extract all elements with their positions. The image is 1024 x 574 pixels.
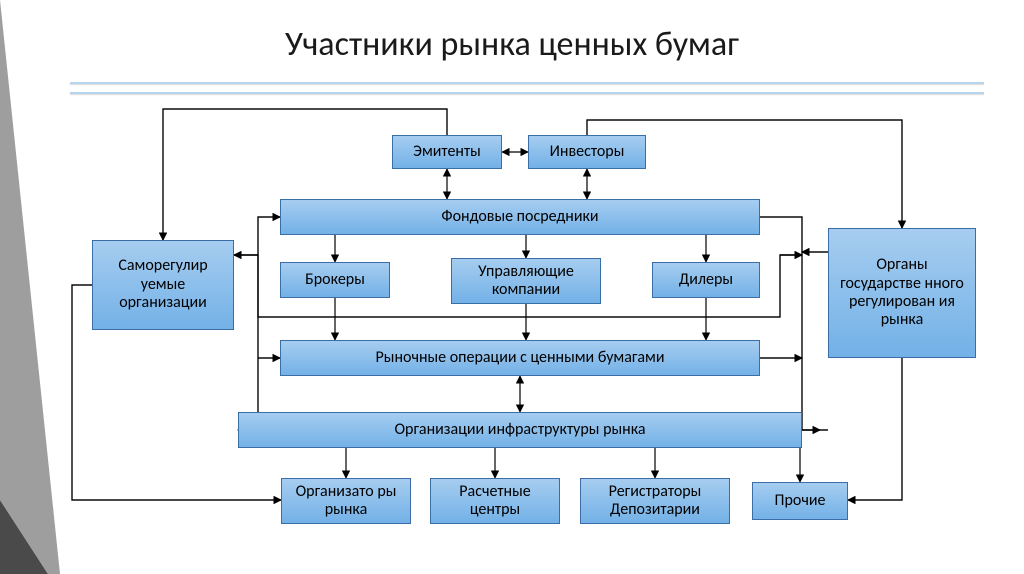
node-reg: Регистраторы Депозитарии (580, 478, 730, 524)
node-ops: Рыночные операции с ценными бумагами (280, 340, 760, 376)
node-deal: Дилеры (652, 262, 760, 298)
node-gov: Органы государстве нного регулирован ия … (828, 228, 976, 358)
node-inter: Фондовые посредники (280, 199, 760, 235)
node-emit: Эмитенты (392, 135, 502, 169)
node-org: Организато ры рынка (281, 478, 411, 524)
node-invest: Инвесторы (528, 135, 646, 169)
node-mgmt: Управляющие компании (451, 258, 601, 304)
node-other: Прочие (752, 482, 848, 520)
diagram-canvas: Эмитенты Инвесторы Фондовые посредники Само… (0, 0, 1024, 574)
node-infra: Организации инфраструктуры рынка (238, 412, 802, 448)
node-sro: Саморегулир уемые организации (92, 240, 234, 330)
node-brok: Брокеры (280, 262, 390, 298)
node-clear: Расчетные центры (430, 478, 560, 524)
